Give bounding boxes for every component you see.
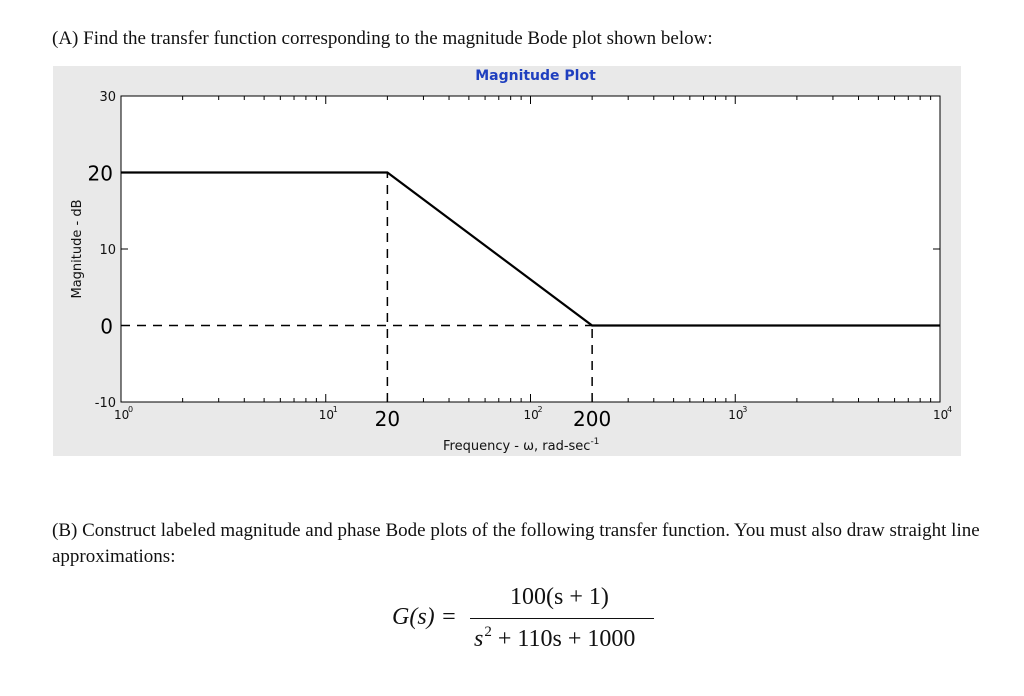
x-annotation-label: 200 [573, 407, 611, 431]
x-tick-label: 10 [319, 408, 334, 422]
x-tick-label: 10 [933, 408, 948, 422]
x-tick-label: 10 [524, 408, 539, 422]
question-b-text: (B) Construct labeled magnitude and phas… [52, 520, 980, 567]
formula-equals: = [440, 604, 457, 630]
bode-magnitude-plot: 10 0 10 1 10 2 10 3 10 4 -10 10 30 20 0 20 200 Magnitude … [53, 66, 961, 456]
formula-numerator: 100(s + 1) [510, 584, 609, 610]
x-axis-label-text: Frequency - ω, rad-sec [443, 439, 590, 454]
x-tick-exponent: 2 [538, 405, 543, 414]
x-tick-exponent: 1 [333, 405, 338, 414]
y-annotation-label: 0 [100, 315, 113, 339]
x-tick-exponent: 4 [947, 405, 952, 414]
formula-lhs-var: (s) [409, 604, 435, 630]
y-annotation-label: 20 [88, 162, 113, 186]
magnitude-series-line [121, 171, 940, 327]
x-tick-label: 10 [114, 408, 129, 422]
x-tick-exponent: 3 [742, 405, 747, 414]
y-tick-label: 10 [99, 243, 116, 258]
y-axis-label: Magnitude - dB [70, 200, 85, 299]
x-tick-exponent: 0 [128, 405, 133, 414]
formula-denominator: s2 + 110s + 1000 [474, 624, 635, 653]
chart-title: Magnitude Plot [475, 68, 596, 84]
formula-lhs: G(s) = [392, 604, 457, 631]
formula-den-rest: + 110s + 1000 [491, 626, 636, 652]
question-a-text: (A) Find the transfer function correspon… [52, 28, 713, 49]
formula-den-base: s [474, 626, 484, 652]
x-tick-label: 10 [728, 408, 743, 422]
formula-den-exp: 2 [484, 624, 492, 640]
x-axis-label-superscript: -1 [590, 437, 599, 447]
transfer-function-formula: G(s) = 100(s + 1) s2 + 110s + 1000 [392, 584, 672, 664]
formula-fraction-bar [470, 618, 654, 619]
x-annotation-label: 20 [375, 407, 400, 431]
y-tick-label: -10 [95, 396, 116, 411]
x-axis-label: Frequency - ω, rad-sec-1 [443, 437, 599, 454]
y-tick-label: 30 [99, 90, 116, 105]
plot-area [120, 95, 941, 403]
formula-lhs-fn: G [392, 604, 410, 630]
